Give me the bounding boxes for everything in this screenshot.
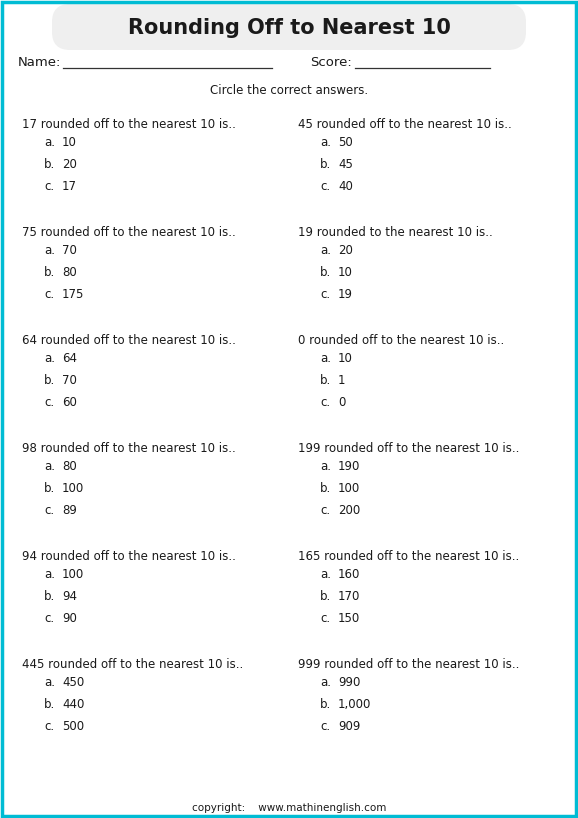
Text: a.: a.: [44, 676, 55, 689]
Text: a.: a.: [44, 568, 55, 581]
Text: b.: b.: [320, 158, 331, 171]
Text: 100: 100: [62, 482, 84, 495]
Text: a.: a.: [320, 676, 331, 689]
Text: c.: c.: [44, 288, 54, 301]
Text: 45: 45: [338, 158, 353, 171]
Text: 98 rounded off to the nearest 10 is..: 98 rounded off to the nearest 10 is..: [22, 442, 236, 455]
Text: a.: a.: [320, 352, 331, 365]
Text: b.: b.: [44, 482, 55, 495]
Text: 199 rounded off to the nearest 10 is..: 199 rounded off to the nearest 10 is..: [298, 442, 520, 455]
Text: c.: c.: [320, 612, 330, 625]
Text: Rounding Off to Nearest 10: Rounding Off to Nearest 10: [128, 18, 450, 38]
Text: 909: 909: [338, 720, 360, 733]
Text: 94 rounded off to the nearest 10 is..: 94 rounded off to the nearest 10 is..: [22, 550, 236, 563]
Text: c.: c.: [44, 180, 54, 193]
Text: c.: c.: [44, 720, 54, 733]
Text: 90: 90: [62, 612, 77, 625]
Text: 190: 190: [338, 460, 360, 473]
Text: 17: 17: [62, 180, 77, 193]
FancyBboxPatch shape: [52, 4, 526, 50]
Text: 94: 94: [62, 590, 77, 603]
Text: b.: b.: [320, 374, 331, 387]
Text: b.: b.: [320, 698, 331, 711]
Text: 60: 60: [62, 396, 77, 409]
Text: b.: b.: [44, 374, 55, 387]
Text: 64: 64: [62, 352, 77, 365]
Text: 20: 20: [338, 244, 353, 257]
Text: 990: 990: [338, 676, 360, 689]
Text: 999 rounded off to the nearest 10 is..: 999 rounded off to the nearest 10 is..: [298, 658, 520, 671]
Text: 20: 20: [62, 158, 77, 171]
Text: c.: c.: [320, 288, 330, 301]
Text: 50: 50: [338, 136, 353, 149]
Text: 150: 150: [338, 612, 360, 625]
Text: 70: 70: [62, 374, 77, 387]
Text: 80: 80: [62, 460, 77, 473]
Text: a.: a.: [320, 568, 331, 581]
Text: 0: 0: [338, 396, 346, 409]
Text: b.: b.: [44, 158, 55, 171]
Text: 500: 500: [62, 720, 84, 733]
Text: 170: 170: [338, 590, 360, 603]
Text: 100: 100: [338, 482, 360, 495]
Text: 70: 70: [62, 244, 77, 257]
Text: 75 rounded off to the nearest 10 is..: 75 rounded off to the nearest 10 is..: [22, 226, 236, 239]
Text: b.: b.: [44, 698, 55, 711]
Text: 200: 200: [338, 504, 360, 517]
Text: 1,000: 1,000: [338, 698, 372, 711]
Text: c.: c.: [320, 720, 330, 733]
Text: 165 rounded off to the nearest 10 is..: 165 rounded off to the nearest 10 is..: [298, 550, 519, 563]
Text: c.: c.: [44, 612, 54, 625]
Text: 80: 80: [62, 266, 77, 279]
Text: a.: a.: [320, 460, 331, 473]
Text: a.: a.: [44, 136, 55, 149]
Text: b.: b.: [44, 590, 55, 603]
Text: 160: 160: [338, 568, 360, 581]
Text: copyright:    www.mathinenglish.com: copyright: www.mathinenglish.com: [192, 803, 386, 813]
Text: 19 rounded to the nearest 10 is..: 19 rounded to the nearest 10 is..: [298, 226, 493, 239]
Text: 64 rounded off to the nearest 10 is..: 64 rounded off to the nearest 10 is..: [22, 334, 236, 347]
Text: 10: 10: [338, 352, 353, 365]
Text: c.: c.: [44, 396, 54, 409]
Text: 89: 89: [62, 504, 77, 517]
Text: 175: 175: [62, 288, 84, 301]
Text: c.: c.: [320, 180, 330, 193]
Text: a.: a.: [320, 244, 331, 257]
Text: a.: a.: [44, 244, 55, 257]
Text: Score:: Score:: [310, 56, 352, 69]
Text: c.: c.: [320, 504, 330, 517]
Text: 450: 450: [62, 676, 84, 689]
Text: a.: a.: [320, 136, 331, 149]
Text: 40: 40: [338, 180, 353, 193]
Text: 10: 10: [338, 266, 353, 279]
Text: b.: b.: [320, 590, 331, 603]
Text: a.: a.: [44, 352, 55, 365]
Text: a.: a.: [44, 460, 55, 473]
Text: Circle the correct answers.: Circle the correct answers.: [210, 83, 368, 97]
Text: 45 rounded off to the nearest 10 is..: 45 rounded off to the nearest 10 is..: [298, 118, 512, 131]
Text: 10: 10: [62, 136, 77, 149]
Text: c.: c.: [320, 396, 330, 409]
Text: 1: 1: [338, 374, 346, 387]
Text: 100: 100: [62, 568, 84, 581]
Text: 19: 19: [338, 288, 353, 301]
Text: b.: b.: [320, 482, 331, 495]
Text: 0 rounded off to the nearest 10 is..: 0 rounded off to the nearest 10 is..: [298, 334, 504, 347]
Text: 17 rounded off to the nearest 10 is..: 17 rounded off to the nearest 10 is..: [22, 118, 236, 131]
Text: b.: b.: [320, 266, 331, 279]
Text: Name:: Name:: [18, 56, 61, 69]
Text: 445 rounded off to the nearest 10 is..: 445 rounded off to the nearest 10 is..: [22, 658, 243, 671]
Text: b.: b.: [44, 266, 55, 279]
Text: 440: 440: [62, 698, 84, 711]
Text: c.: c.: [44, 504, 54, 517]
